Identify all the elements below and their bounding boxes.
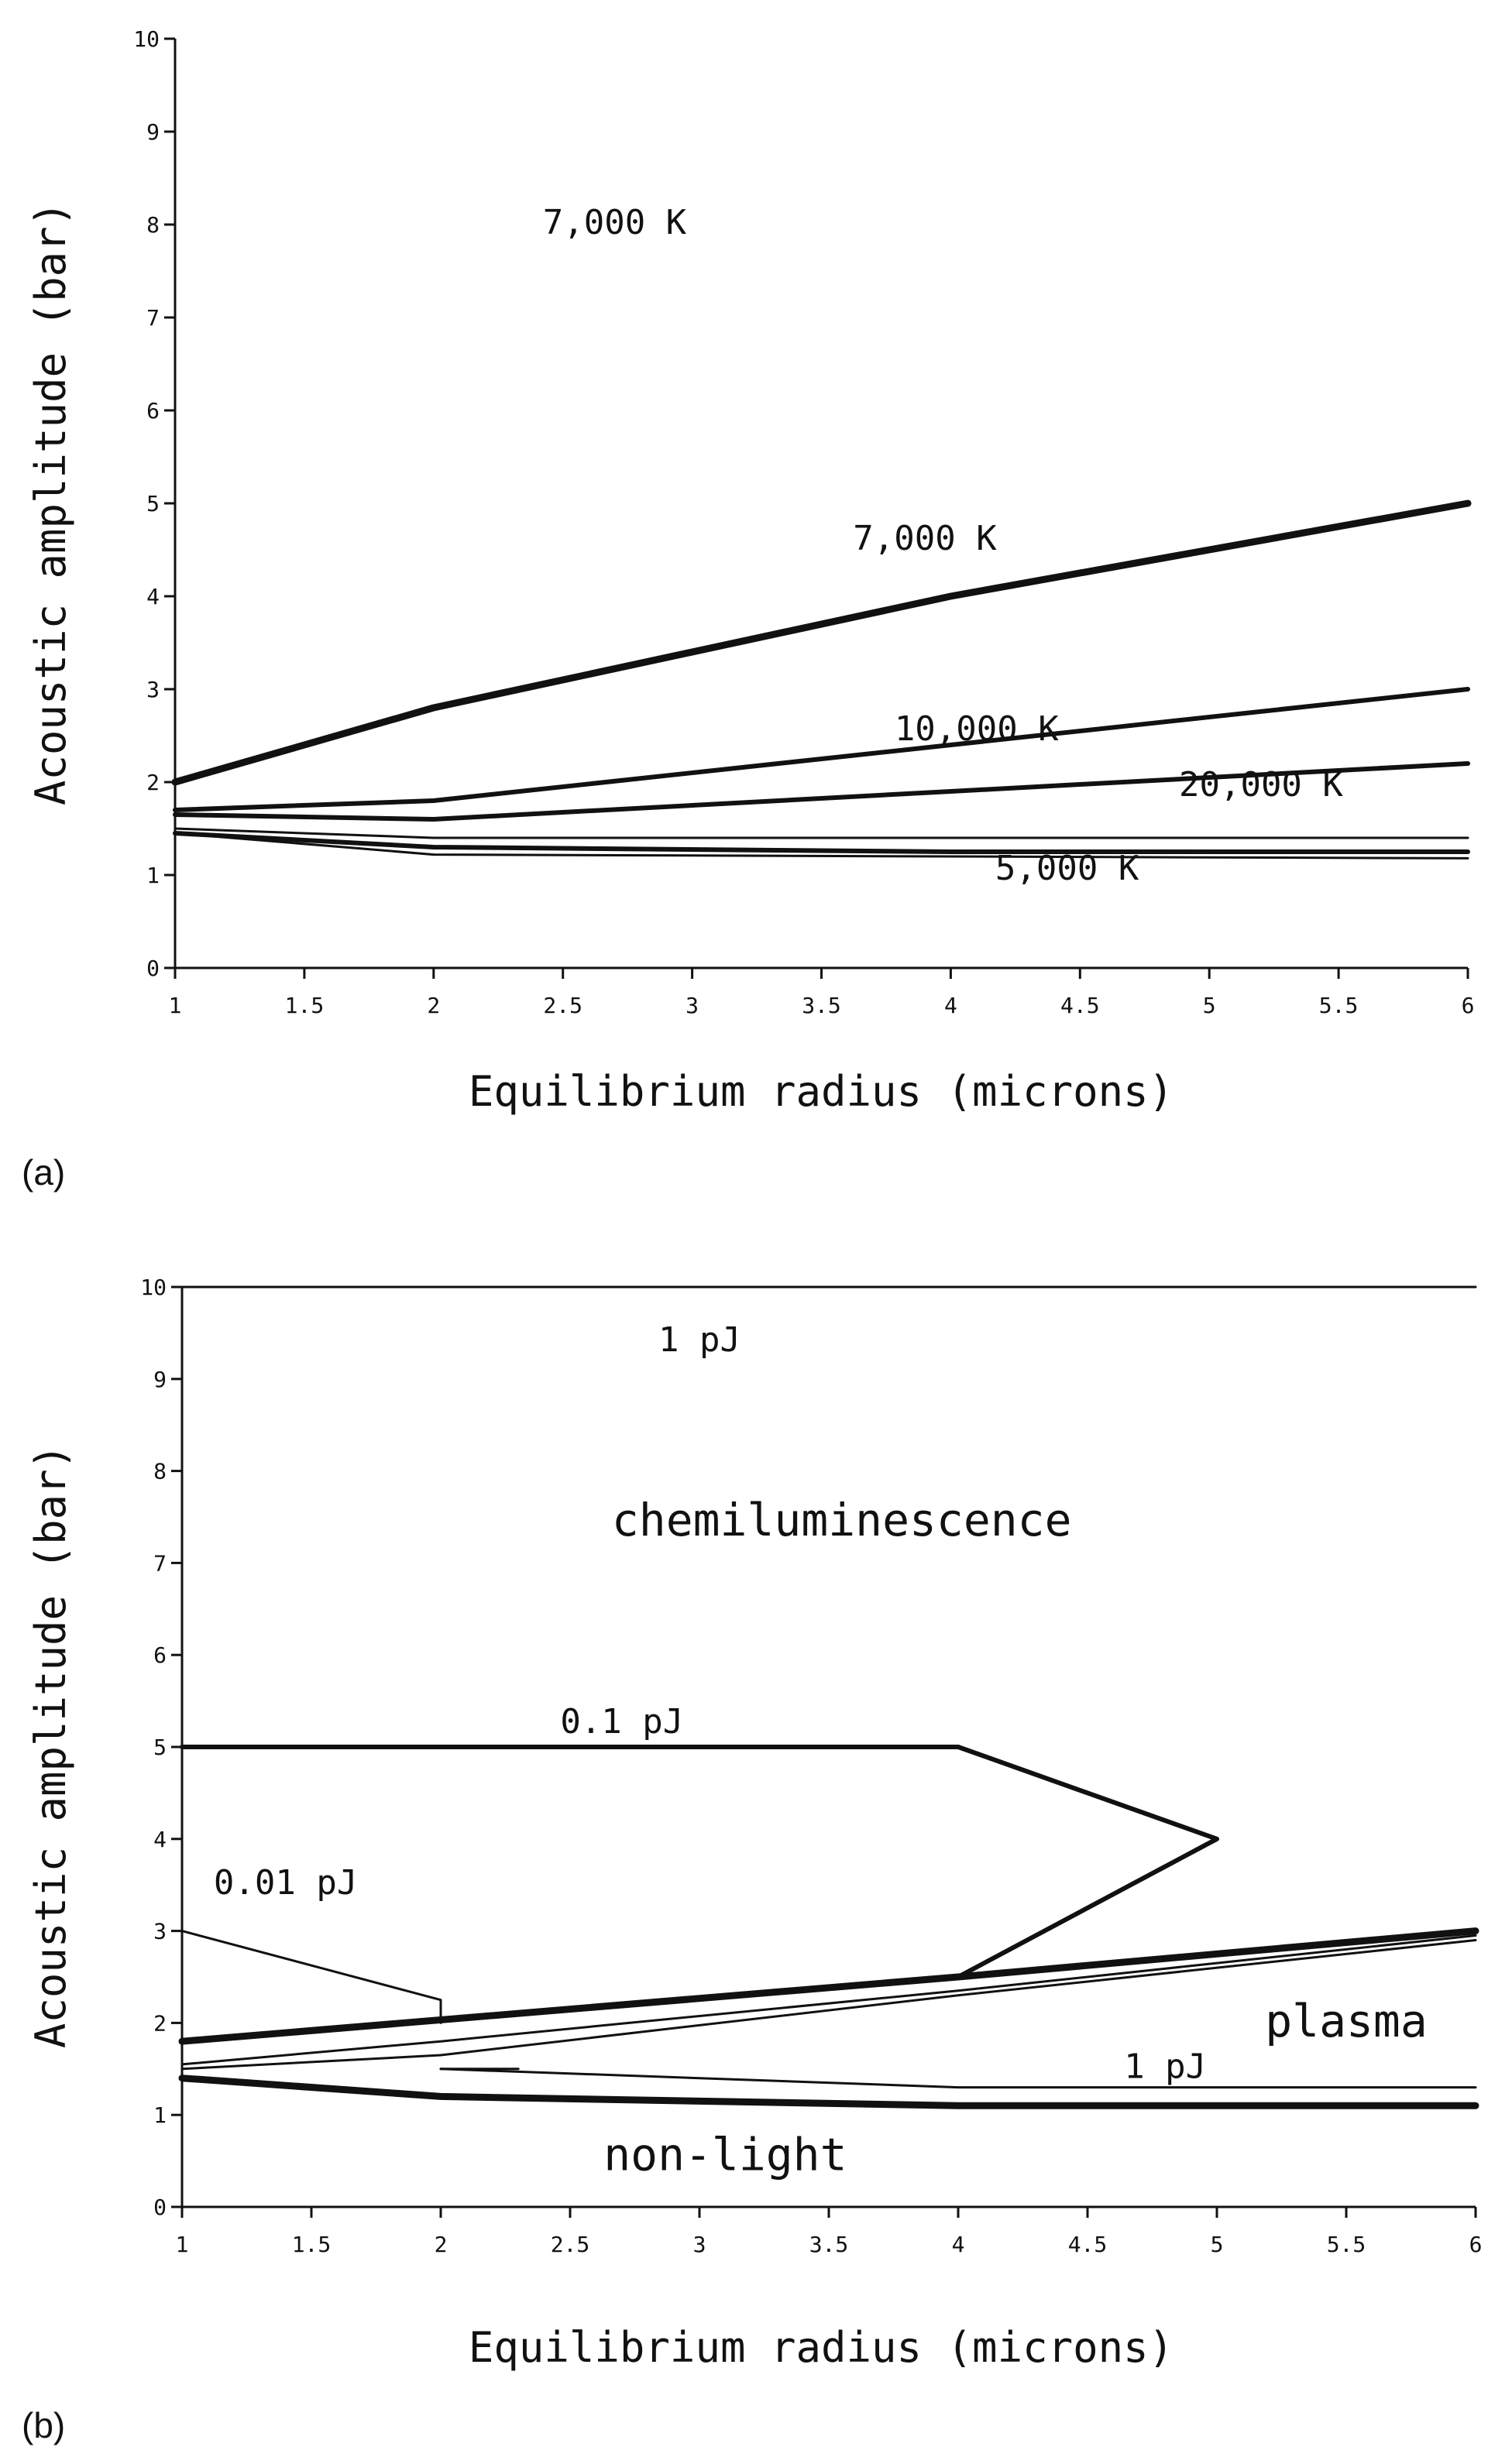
panel-a-annotation: 10,000 K xyxy=(895,709,1059,749)
panel-b-label: (b) xyxy=(22,2405,65,2445)
panel-a-y-tick-label: 3 xyxy=(146,677,160,702)
panel-a-x-tick-label: 1.5 xyxy=(285,993,325,1018)
panel-a-series-10-000-k xyxy=(173,687,1470,812)
panel-a-y-tick-label: 5 xyxy=(146,491,160,516)
panel-a-x-tick-label: 5.5 xyxy=(1319,993,1359,1018)
panel-a-y-axis-title: Acoustic amplitude (bar) xyxy=(26,201,75,805)
panel-a-series-lower-boundary xyxy=(174,832,1469,860)
panel-b-annotation: 0.01 pJ xyxy=(214,1863,357,1903)
panel-a-x-tick-label: 2.5 xyxy=(543,993,582,1018)
panel-b-annotation: 1 pJ xyxy=(1124,2047,1206,2087)
panel-a-annotation: 7,000 K xyxy=(543,203,687,242)
panel-a-y-tick-label: 2 xyxy=(146,770,160,795)
panel-b-series-1-pj xyxy=(439,2068,1477,2089)
panel-b-x-tick-label: 4 xyxy=(952,2232,965,2257)
panel-a-series-5-000-k xyxy=(173,831,1470,854)
panel-b-x-axis-title: Equilibrium radius (microns) xyxy=(469,2323,1174,2372)
panel-b-annotation: 1 pJ xyxy=(658,1320,741,1360)
panel-b-x-tick-label: 2 xyxy=(435,2232,448,2257)
panel-a-annotation: 5,000 K xyxy=(995,849,1139,888)
panel-b-annotation: chemiluminescence xyxy=(612,1494,1072,1546)
panel-a-annotation: 7,000 K xyxy=(853,519,997,558)
panel-a-x-tick-label: 3.5 xyxy=(802,993,841,1018)
panel-b-series xyxy=(178,1285,1479,2109)
panel-a-x-tick-label: 3 xyxy=(686,993,699,1018)
panel-b-x-tick-label: 1 xyxy=(176,2232,189,2257)
panel-b-y-tick-label: 0 xyxy=(153,2195,167,2220)
panel-b-annotation: 0.1 pJ xyxy=(560,1702,683,1742)
panel-b-series-0-1-pj xyxy=(180,1745,1219,1979)
panel-b-series-plasma-upper xyxy=(178,1927,1479,2045)
panel-a-label: (a) xyxy=(22,1152,65,1193)
panel-a-x-tick-label: 5 xyxy=(1203,993,1216,1018)
panel-b-x-tick-label: 3 xyxy=(693,2232,706,2257)
panel-a-y-ticks: 0 1 2 3 4 5 6 7 8 9 10 xyxy=(133,26,175,981)
panel-b-annotations: 1 pJ chemiluminescence 0.1 pJ 0.01 pJ plasma… xyxy=(214,1320,1428,2181)
panel-b-y-tick-label: 6 xyxy=(153,1642,167,1668)
panel-b-x-tick-label: 3.5 xyxy=(809,2232,849,2257)
panel-a-x-tick-label: 2 xyxy=(427,993,440,1018)
panel-b-x-tick-label: 5.5 xyxy=(1327,2232,1366,2257)
panel-a-annotation: 20,000 K xyxy=(1179,765,1343,805)
panel-b-annotation: non-light xyxy=(603,2128,847,2181)
panel-a-series-7-000-k xyxy=(171,499,1472,786)
panel-a-y-tick-label: 8 xyxy=(146,212,160,238)
panel-a-x-ticks: 1 1.5 2 2.5 3 3.5 4 4.5 5 5.5 6 xyxy=(169,968,1475,1018)
panel-b-y-tick-label: 8 xyxy=(153,1459,167,1484)
panel-b-series-non-light-boundary xyxy=(178,2074,1479,2109)
panel-b-x-tick-label: 1.5 xyxy=(292,2232,332,2257)
panel-b-y-tick-label: 1 xyxy=(153,2102,167,2128)
panel-b-x-tick-label: 2.5 xyxy=(551,2232,590,2257)
panel-a-x-tick-label: 6 xyxy=(1462,993,1475,1018)
panel-b-y-tick-label: 10 xyxy=(140,1275,167,1300)
panel-b-y-tick-label: 7 xyxy=(153,1550,167,1576)
panel-b-y-tick-label: 2 xyxy=(153,2010,167,2036)
panel-b-x-tick-label: 4.5 xyxy=(1068,2232,1108,2257)
panel-a-series-20-000-k xyxy=(173,761,1470,822)
panel-b-x-tick-label: 6 xyxy=(1469,2232,1483,2257)
panel-a-y-tick-label: 10 xyxy=(133,26,160,52)
panel-a-y-tick-label: 1 xyxy=(146,863,160,888)
panel-a-y-tick-label: 0 xyxy=(146,956,160,981)
panel-b-series-0-01-pj xyxy=(180,1930,442,2024)
panel-b-annotation: plasma xyxy=(1265,1995,1428,2047)
panel-a-series-boundary xyxy=(174,827,1469,839)
panel-b-series-inner-2 xyxy=(180,1939,1477,2071)
panel-a-x-axis-title: Equilibrium radius (microns) xyxy=(469,1067,1174,1116)
panel-a-annotations: 7,000 K 7,000 K 10,000 K 20,000 K 5,000 K xyxy=(543,203,1344,888)
panel-a-y-tick-label: 4 xyxy=(146,584,160,609)
panel-b-y-axis-title: Acoustic amplitude (bar) xyxy=(26,1444,75,2048)
panel-b-y-tick-label: 9 xyxy=(153,1367,167,1392)
panel-b-y-tick-label: 5 xyxy=(153,1735,167,1760)
panel-a-x-tick-label: 1 xyxy=(169,993,182,1018)
panel-b-series-inner-1 xyxy=(180,1934,1477,2066)
panel-a-y-tick-label: 6 xyxy=(146,398,160,424)
panel-a-series xyxy=(171,499,1472,860)
panel-b-y-tick-label: 3 xyxy=(153,1919,167,1944)
panel-b-x-tick-label: 5 xyxy=(1211,2232,1224,2257)
panel-b-y-tick-label: 4 xyxy=(153,1827,167,1852)
panel-b-y-ticks: 0 1 2 3 4 5 6 7 8 9 10 xyxy=(140,1275,182,2220)
panel-b-x-ticks: 1 1.5 2 2.5 3 3.5 4 4.5 5 5.5 6 xyxy=(176,2207,1483,2257)
panel-a-x-tick-label: 4 xyxy=(944,993,957,1018)
panel-a-y-tick-label: 9 xyxy=(146,119,160,145)
panel-a-y-tick-label: 7 xyxy=(146,305,160,331)
panel-a-x-tick-label: 4.5 xyxy=(1060,993,1100,1018)
